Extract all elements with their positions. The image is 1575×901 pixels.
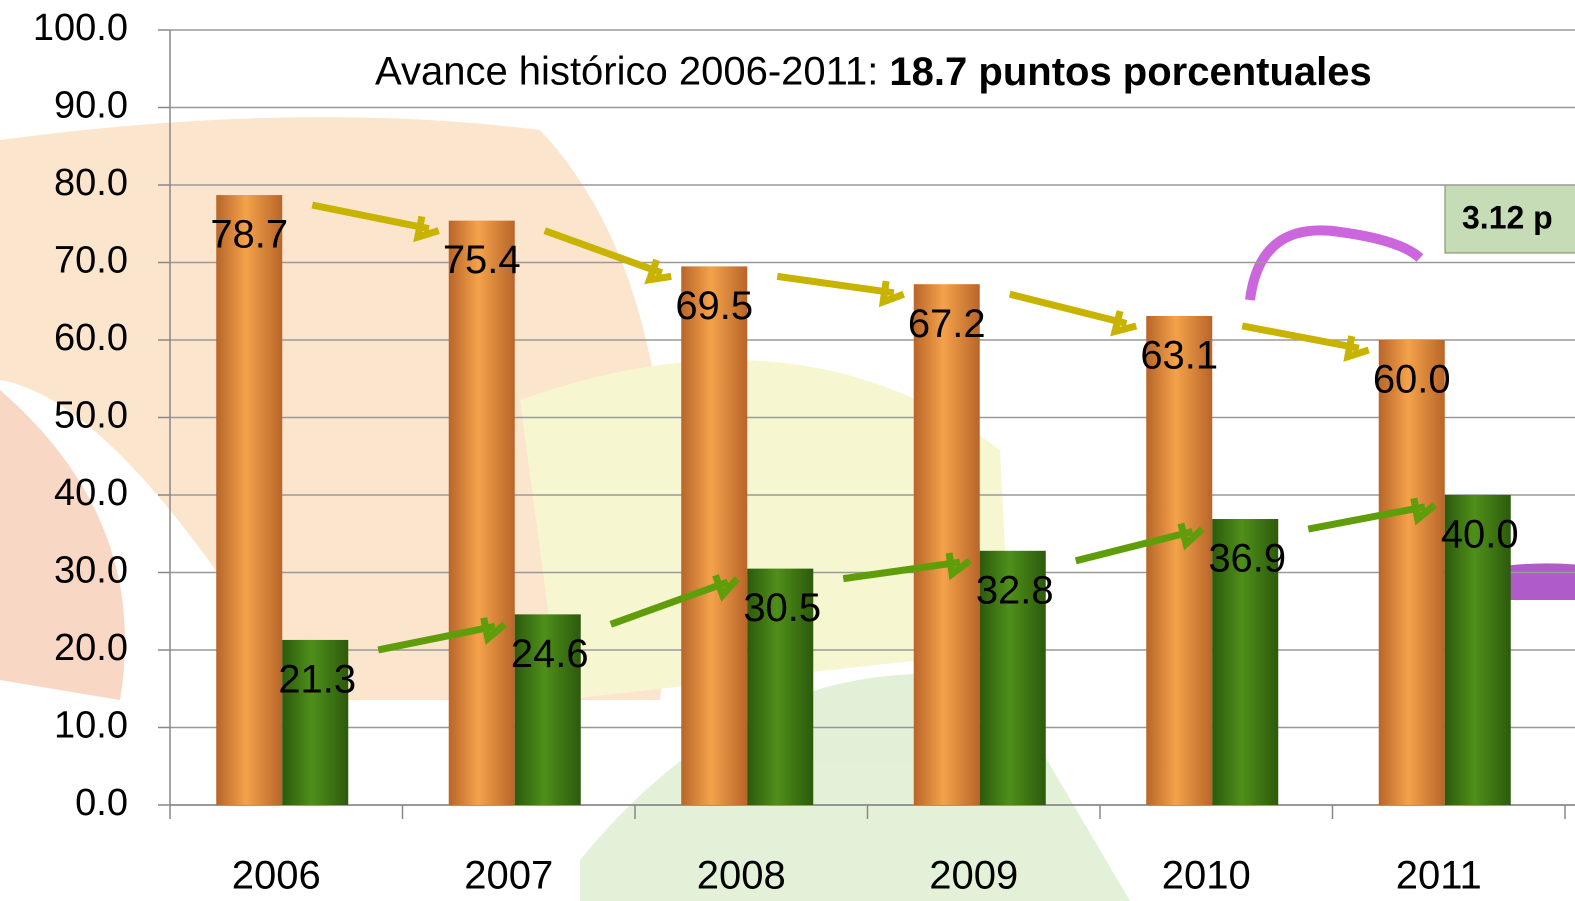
y-tick-label: 100.0 <box>33 7 128 49</box>
y-tick-label: 0.0 <box>75 782 128 824</box>
y-tick-label: 50.0 <box>54 395 128 437</box>
bar <box>216 195 283 805</box>
trend-arrow-head <box>878 280 905 308</box>
x-tick-label: 2007 <box>464 854 553 898</box>
x-tick-label: 2009 <box>929 854 1018 898</box>
annotation: 3.12 p <box>1462 199 1553 235</box>
bar <box>514 614 581 805</box>
y-tick-label: 20.0 <box>54 627 128 669</box>
value-label: 36.9 <box>1208 537 1286 581</box>
x-tick-label: 2011 <box>1396 854 1482 898</box>
trend-arrow-head <box>1410 497 1437 526</box>
value-label: 30.5 <box>743 586 821 630</box>
y-tick-label: 60.0 <box>54 317 128 359</box>
bar <box>681 266 748 805</box>
y-tick-label: 80.0 <box>54 162 128 204</box>
trend-arrow-head <box>1343 335 1370 362</box>
bar <box>747 568 814 805</box>
trend-arrow <box>1074 528 1194 565</box>
trend-arrow <box>377 622 496 654</box>
trend-arrow <box>311 201 430 233</box>
trend-arrow-head <box>480 617 508 645</box>
bar <box>282 639 349 805</box>
y-tick-label: 90.0 <box>54 85 128 127</box>
trend-arrow <box>842 558 961 583</box>
x-tick-label: 2006 <box>232 854 321 898</box>
bar <box>913 284 980 805</box>
trend-arrow <box>1008 290 1128 327</box>
trend-arrow <box>1241 322 1360 352</box>
trend-arrow-head <box>945 552 972 581</box>
trend-arrow <box>776 272 895 297</box>
bar <box>1378 340 1445 805</box>
curved-arrow <box>1245 225 1424 301</box>
value-label: 24.6 <box>511 632 589 676</box>
value-label: 75.4 <box>443 238 521 282</box>
trend-arrow <box>1307 503 1426 533</box>
bar <box>1212 519 1279 805</box>
x-tick-label: 2010 <box>1162 854 1251 898</box>
trend-arrow-head <box>644 258 672 285</box>
value-label: 69.5 <box>675 284 753 328</box>
y-tick-label: 30.0 <box>54 550 128 592</box>
value-label: 32.8 <box>976 568 1054 612</box>
bar <box>979 550 1046 805</box>
y-tick-label: 10.0 <box>54 705 128 747</box>
trend-arrow-head <box>712 574 740 602</box>
value-label: 67.2 <box>908 302 986 346</box>
trend-arrow-head <box>1177 522 1205 551</box>
y-tick-label: 70.0 <box>54 240 128 282</box>
chart-title: Avance histórico 2006-2011: 18.7 puntos … <box>375 50 1372 94</box>
annotation-box <box>1444 184 1575 254</box>
trend-arrow-head <box>1110 310 1138 337</box>
trend-arrow <box>543 227 664 277</box>
value-label: 60.0 <box>1373 358 1451 402</box>
trend-arrow-head <box>413 215 440 243</box>
value-label: 40.0 <box>1441 513 1519 557</box>
chart-title-emphasis: 18.7 puntos porcentuales <box>889 50 1371 94</box>
value-label: 63.1 <box>1140 334 1218 378</box>
bar <box>1146 315 1213 805</box>
bar <box>448 220 515 805</box>
value-label: 78.7 <box>210 213 288 257</box>
value-label: 21.3 <box>278 657 356 701</box>
bar <box>1444 495 1511 805</box>
x-tick-label: 2008 <box>697 854 786 898</box>
y-tick-label: 40.0 <box>54 472 128 514</box>
trend-arrow <box>609 578 730 628</box>
